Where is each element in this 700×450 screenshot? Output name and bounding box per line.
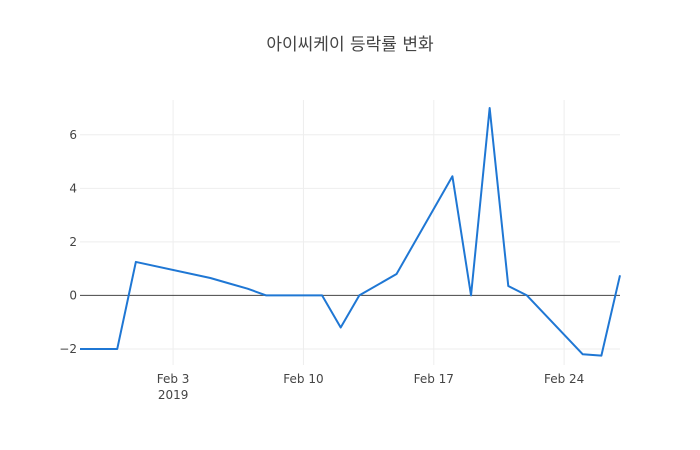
x-tick-label: Feb 10 — [283, 372, 323, 386]
x-tick-label: Feb 3 — [157, 372, 190, 386]
x-axis-ticks: Feb 3 2019 Feb 10 Feb 17 Feb 24 — [157, 372, 585, 402]
y-tick-label: 4 — [69, 181, 77, 195]
series-0 — [80, 107, 621, 357]
y-tick-label: 0 — [69, 288, 77, 302]
y-tick-label: 6 — [69, 128, 77, 142]
x-tick-sublabel: 2019 — [158, 388, 189, 402]
y-tick-label: −2 — [59, 342, 77, 356]
series-line — [80, 107, 621, 357]
grid — [80, 100, 620, 365]
chart-title: 아이씨케이 등락률 변화 — [266, 35, 434, 55]
x-tick-label: Feb 17 — [414, 372, 454, 386]
y-tick-label: 2 — [69, 235, 77, 249]
y-axis-ticks: −2 0 2 4 6 — [59, 128, 77, 356]
series-layer — [80, 107, 621, 357]
x-tick-label: Feb 24 — [544, 372, 584, 386]
